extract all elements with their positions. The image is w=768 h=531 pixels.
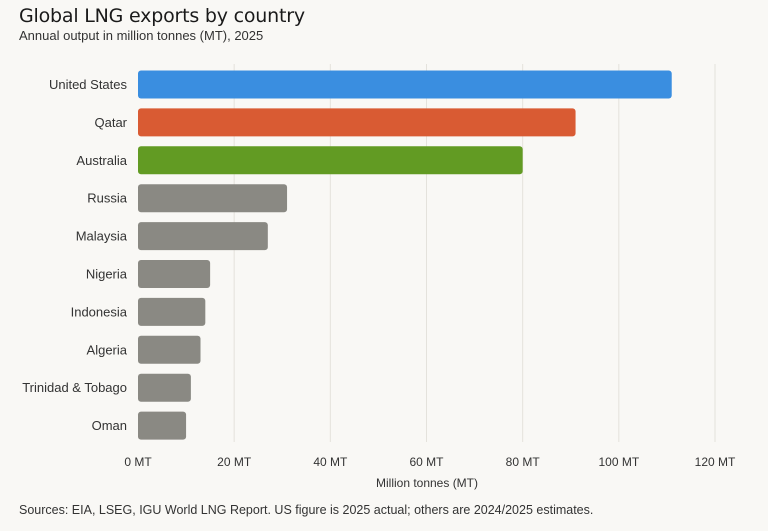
bar-qatar bbox=[138, 108, 576, 137]
bar-algeria bbox=[138, 335, 201, 364]
chart-subtitle: Annual output in million tonnes (MT), 20… bbox=[19, 28, 264, 43]
category-label: Nigeria bbox=[86, 267, 128, 282]
bar-australia bbox=[138, 146, 523, 175]
bar-russia bbox=[138, 184, 288, 213]
x-tick-label: 80 MT bbox=[506, 455, 541, 469]
category-label: Malaysia bbox=[76, 229, 128, 244]
bar-trinidad-tobago bbox=[138, 373, 191, 402]
source-note: Sources: EIA, LSEG, IGU World LNG Report… bbox=[19, 503, 594, 517]
category-label: Qatar bbox=[94, 115, 127, 130]
x-tick-label: 40 MT bbox=[313, 455, 348, 469]
category-label: Indonesia bbox=[71, 304, 128, 319]
bar-nigeria bbox=[138, 260, 211, 288]
x-tick-labels: 0 MT 20 MT 40 MT 60 MT 80 MT 100 MT 120 MT bbox=[124, 455, 736, 469]
bars bbox=[138, 70, 672, 440]
x-tick-label: 100 MT bbox=[598, 455, 639, 469]
category-labels: United States Qatar Australia Russia Malaysi… bbox=[22, 77, 128, 433]
category-label: Oman bbox=[92, 418, 127, 433]
category-label: Russia bbox=[87, 191, 128, 206]
bar-oman bbox=[138, 411, 187, 440]
category-label: Australia bbox=[76, 153, 127, 168]
chart-title: Global LNG exports by country bbox=[19, 5, 305, 27]
x-tick-label: 0 MT bbox=[124, 455, 152, 469]
category-label: United States bbox=[49, 77, 128, 92]
category-label: Algeria bbox=[87, 342, 128, 357]
x-tick-label: 60 MT bbox=[409, 455, 444, 469]
bar-malaysia bbox=[138, 222, 268, 251]
x-tick-label: 20 MT bbox=[217, 455, 252, 469]
bar-indonesia bbox=[138, 297, 206, 326]
bar-united-states bbox=[138, 70, 672, 99]
bar-chart: United States Qatar Australia Russia Malaysi… bbox=[22, 64, 736, 490]
category-label: Trinidad & Tobago bbox=[22, 380, 127, 395]
x-tick-label: 120 MT bbox=[695, 455, 736, 469]
x-axis-label: Million tonnes (MT) bbox=[376, 476, 478, 490]
